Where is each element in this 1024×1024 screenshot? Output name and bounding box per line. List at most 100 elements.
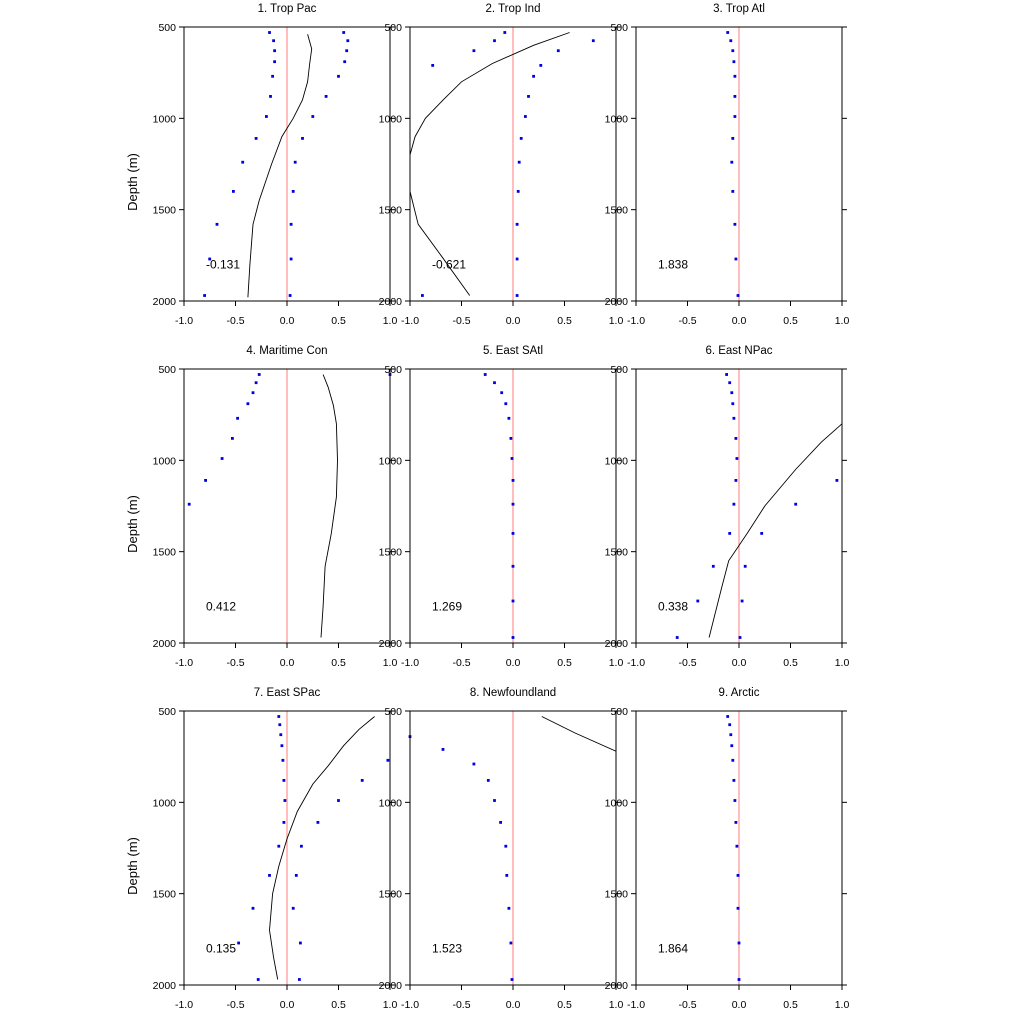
data-point: [187, 502, 191, 506]
y-tick-label: 2000: [379, 638, 403, 650]
data-point: [519, 137, 523, 140]
y-tick-label: 2000: [605, 296, 629, 308]
panel-5: -1.0 -0.5 0.0 0.5 1.0 500 1000 1500 2000 5. East …: [379, 345, 624, 669]
data-point: [515, 294, 519, 297]
data-point: [733, 115, 737, 118]
data-point: [728, 723, 732, 727]
data-point: [725, 373, 728, 376]
panel-title: 3. Trop Atl: [713, 3, 765, 15]
data-point: [511, 636, 515, 639]
data-point: [241, 160, 245, 164]
y-tick-label: 1000: [153, 797, 177, 809]
x-tick-label: -1.0: [401, 315, 419, 327]
y-tick-label: 500: [384, 22, 402, 34]
panel-annotation: 1.864: [658, 941, 688, 955]
data-point: [696, 599, 700, 603]
data-point: [493, 381, 496, 385]
data-point: [421, 294, 424, 297]
y-tick-label: 2000: [153, 296, 177, 308]
x-tick-label: 0.0: [732, 999, 747, 1011]
data-point: [431, 64, 435, 67]
y-tick-label: 1000: [605, 455, 629, 467]
data-point: [311, 115, 315, 118]
data-point: [591, 39, 595, 43]
data-point: [511, 502, 515, 506]
data-point: [236, 416, 239, 420]
x-tick-label: 0.5: [557, 315, 572, 327]
x-tick-label: 0.0: [506, 657, 521, 669]
data-point: [732, 416, 736, 420]
data-point: [731, 137, 735, 140]
x-tick-label: 1.0: [835, 315, 850, 327]
data-point: [268, 874, 271, 877]
x-tick-label: 1.0: [383, 657, 398, 669]
data-point: [733, 95, 737, 98]
data-point: [472, 49, 476, 53]
x-tick-label: -0.5: [452, 999, 470, 1011]
x-tick-label: -0.5: [678, 315, 696, 327]
panel-7: -1.0 -0.5 0.0 0.5 1.0 500 1000 1500 2000 7. East …: [125, 687, 397, 1011]
data-point: [511, 564, 515, 568]
data-point: [511, 599, 515, 603]
data-point: [734, 479, 738, 482]
y-tick-label: 1000: [379, 797, 403, 809]
y-axis-label: Depth (m): [125, 837, 140, 895]
data-point: [277, 844, 281, 848]
data-point: [254, 137, 258, 140]
panel-8: -1.0 -0.5 0.0 0.5 1.0 500 1000 1500 2000 8. Newfo…: [379, 687, 624, 1011]
y-tick-label: 500: [610, 364, 628, 376]
data-point: [736, 294, 740, 297]
data-point: [729, 733, 733, 737]
x-tick-label: 0.5: [557, 657, 572, 669]
data-point: [729, 39, 733, 43]
data-point: [731, 190, 735, 193]
data-point: [283, 799, 287, 802]
data-point: [324, 95, 328, 98]
data-point: [493, 799, 496, 802]
data-point: [728, 532, 732, 535]
data-point: [731, 402, 735, 406]
y-tick-label: 1500: [153, 547, 177, 559]
data-point: [734, 257, 738, 261]
data-point: [728, 381, 732, 385]
y-tick-label: 2000: [379, 980, 403, 992]
data-point: [733, 222, 737, 226]
x-tick-label: 1.0: [609, 999, 624, 1011]
data-point: [505, 874, 509, 877]
x-tick-label: 0.5: [783, 657, 798, 669]
series-line: [541, 716, 616, 752]
data-point: [254, 381, 258, 385]
data-point: [675, 636, 679, 639]
data-point: [294, 874, 298, 877]
data-point: [203, 294, 206, 297]
panel-title: 7. East SPac: [254, 687, 321, 699]
data-point: [503, 31, 507, 34]
x-tick-label: 0.0: [280, 999, 295, 1011]
y-tick-label: 1000: [605, 113, 629, 125]
x-tick-label: 1.0: [835, 999, 850, 1011]
y-tick-label: 1500: [379, 205, 403, 217]
data-point: [256, 978, 260, 981]
data-point: [735, 844, 739, 848]
data-point: [298, 978, 301, 981]
x-tick-label: 0.0: [732, 315, 747, 327]
data-point: [517, 160, 521, 164]
y-tick-label: 500: [158, 364, 176, 376]
data-point: [732, 779, 736, 782]
y-axis-label: Depth (m): [125, 153, 140, 211]
panel-title: 5. East SAtl: [483, 345, 543, 357]
series-line: [410, 32, 570, 296]
data-point: [504, 402, 508, 406]
panel-annotation: -0.131: [206, 257, 240, 271]
y-tick-label: 1000: [379, 455, 403, 467]
data-point: [733, 74, 737, 78]
data-point: [499, 821, 502, 824]
data-point: [509, 437, 513, 440]
data-point: [281, 758, 285, 762]
series-line: [708, 423, 842, 638]
x-tick-label: 0.5: [783, 315, 798, 327]
panel-annotation: 0.135: [206, 941, 236, 955]
data-point: [736, 906, 740, 910]
data-point: [232, 190, 235, 193]
